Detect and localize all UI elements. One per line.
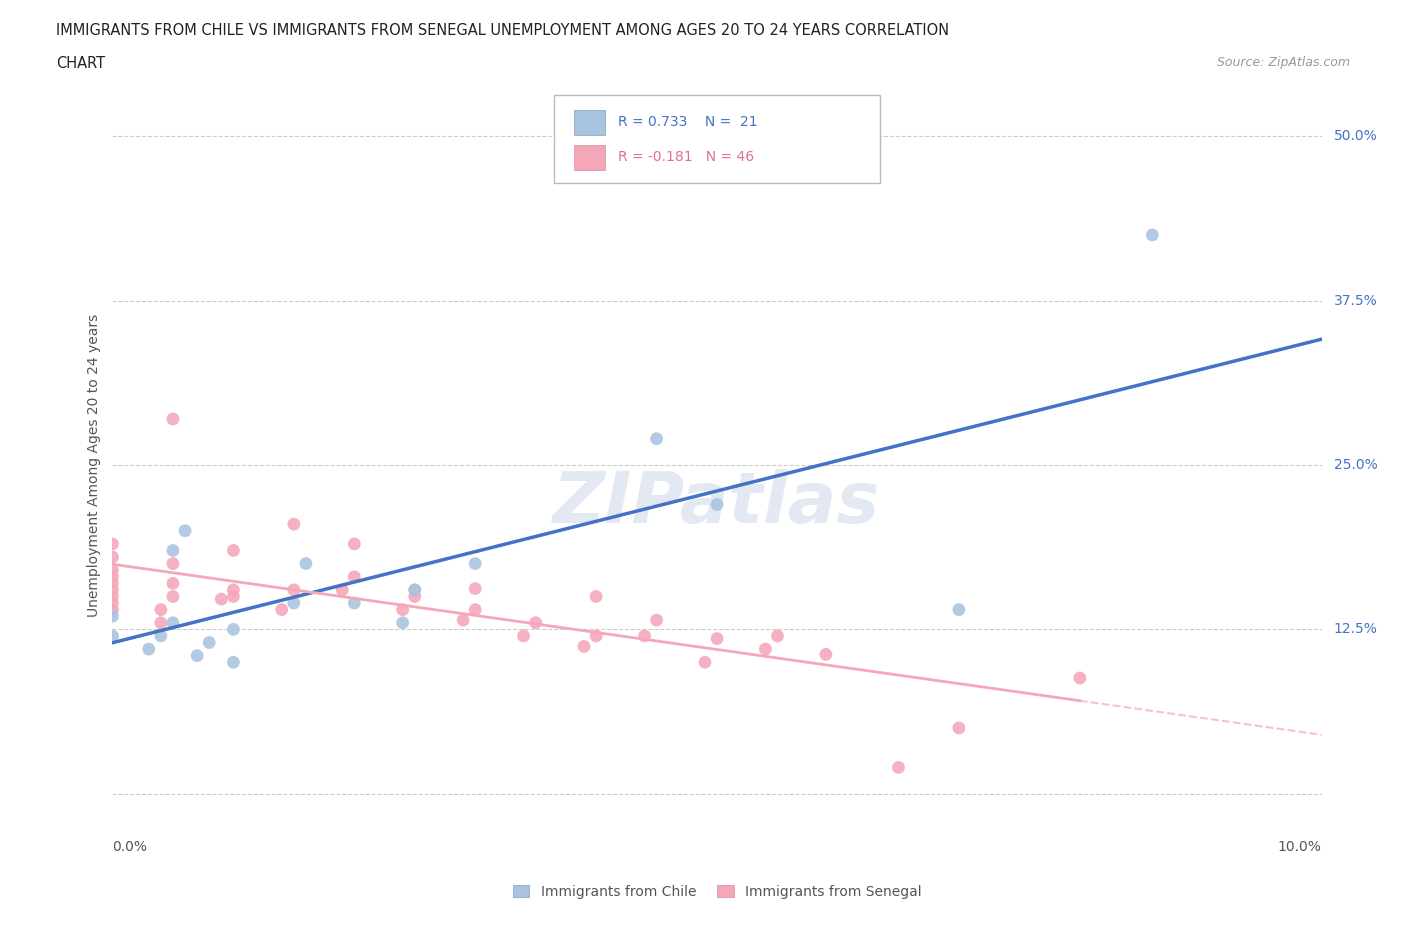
Point (222, 582, 245, 597)
Point (585, 629, 607, 644)
Point (1142, 228, 1164, 243)
Point (270, 603, 292, 618)
Text: 0.0%: 0.0% (112, 840, 148, 854)
FancyBboxPatch shape (554, 95, 880, 183)
Point (295, 556, 318, 571)
Point (186, 648, 208, 663)
Point (948, 603, 970, 618)
Point (645, 432, 668, 446)
Point (633, 629, 655, 644)
Point (343, 595, 366, 610)
Point (330, 582, 353, 597)
Point (404, 582, 426, 597)
Text: 25.0%: 25.0% (1334, 458, 1378, 472)
Point (524, 616, 547, 631)
Point (101, 550, 124, 565)
Point (198, 635, 221, 650)
Point (222, 622, 245, 637)
Point (101, 563, 124, 578)
Point (464, 603, 486, 618)
Point (645, 613, 668, 628)
Point (222, 589, 245, 604)
Point (754, 642, 776, 657)
Text: IMMIGRANTS FROM CHILE VS IMMIGRANTS FROM SENEGAL UNEMPLOYMENT AMONG AGES 20 TO 2: IMMIGRANTS FROM CHILE VS IMMIGRANTS FROM… (56, 23, 949, 38)
Point (693, 655, 716, 670)
Point (101, 595, 124, 610)
Text: R = -0.181   N = 46: R = -0.181 N = 46 (617, 150, 754, 164)
Text: R = 0.733    N =  21: R = 0.733 N = 21 (617, 114, 758, 129)
Point (101, 589, 124, 604)
Point (101, 576, 124, 591)
Point (101, 609, 124, 624)
Point (149, 603, 172, 618)
Point (283, 595, 305, 610)
Point (1069, 671, 1091, 685)
Point (404, 589, 426, 604)
Point (162, 616, 184, 631)
Point (162, 412, 184, 427)
Point (162, 543, 184, 558)
Point (343, 537, 366, 551)
Point (464, 581, 486, 596)
Text: 10.0%: 10.0% (1278, 840, 1322, 854)
Point (101, 603, 124, 618)
Point (572, 639, 595, 654)
Point (283, 582, 305, 597)
Text: 12.5%: 12.5% (1334, 622, 1378, 636)
Legend: Immigrants from Chile, Immigrants from Senegal: Immigrants from Chile, Immigrants from S… (508, 879, 927, 904)
Point (101, 582, 124, 597)
Point (706, 631, 728, 646)
Point (149, 616, 172, 631)
Point (162, 576, 184, 591)
Point (391, 603, 413, 618)
Point (706, 497, 728, 512)
Point (451, 613, 474, 628)
Point (138, 642, 160, 657)
Point (101, 569, 124, 584)
Point (887, 760, 910, 775)
Point (404, 582, 426, 597)
Point (149, 629, 172, 644)
Point (391, 616, 413, 631)
Point (222, 543, 245, 558)
Point (101, 629, 124, 644)
Point (283, 517, 305, 532)
Point (101, 537, 124, 551)
Point (174, 524, 197, 538)
Point (162, 589, 184, 604)
Point (766, 629, 789, 644)
Point (222, 655, 245, 670)
Point (343, 569, 366, 584)
Y-axis label: Unemployment Among Ages 20 to 24 years: Unemployment Among Ages 20 to 24 years (87, 313, 101, 617)
Text: 37.5%: 37.5% (1334, 294, 1378, 308)
Point (209, 591, 232, 606)
Point (464, 556, 486, 571)
Point (814, 647, 837, 662)
Bar (575, 145, 605, 170)
Point (585, 589, 607, 604)
Point (948, 721, 970, 736)
Text: CHART: CHART (56, 56, 105, 71)
Text: 50.0%: 50.0% (1334, 129, 1378, 143)
Text: Source: ZipAtlas.com: Source: ZipAtlas.com (1216, 56, 1350, 69)
Bar (575, 110, 605, 135)
Text: ZIPatlas: ZIPatlas (554, 469, 880, 538)
Point (512, 629, 534, 644)
Point (162, 556, 184, 571)
